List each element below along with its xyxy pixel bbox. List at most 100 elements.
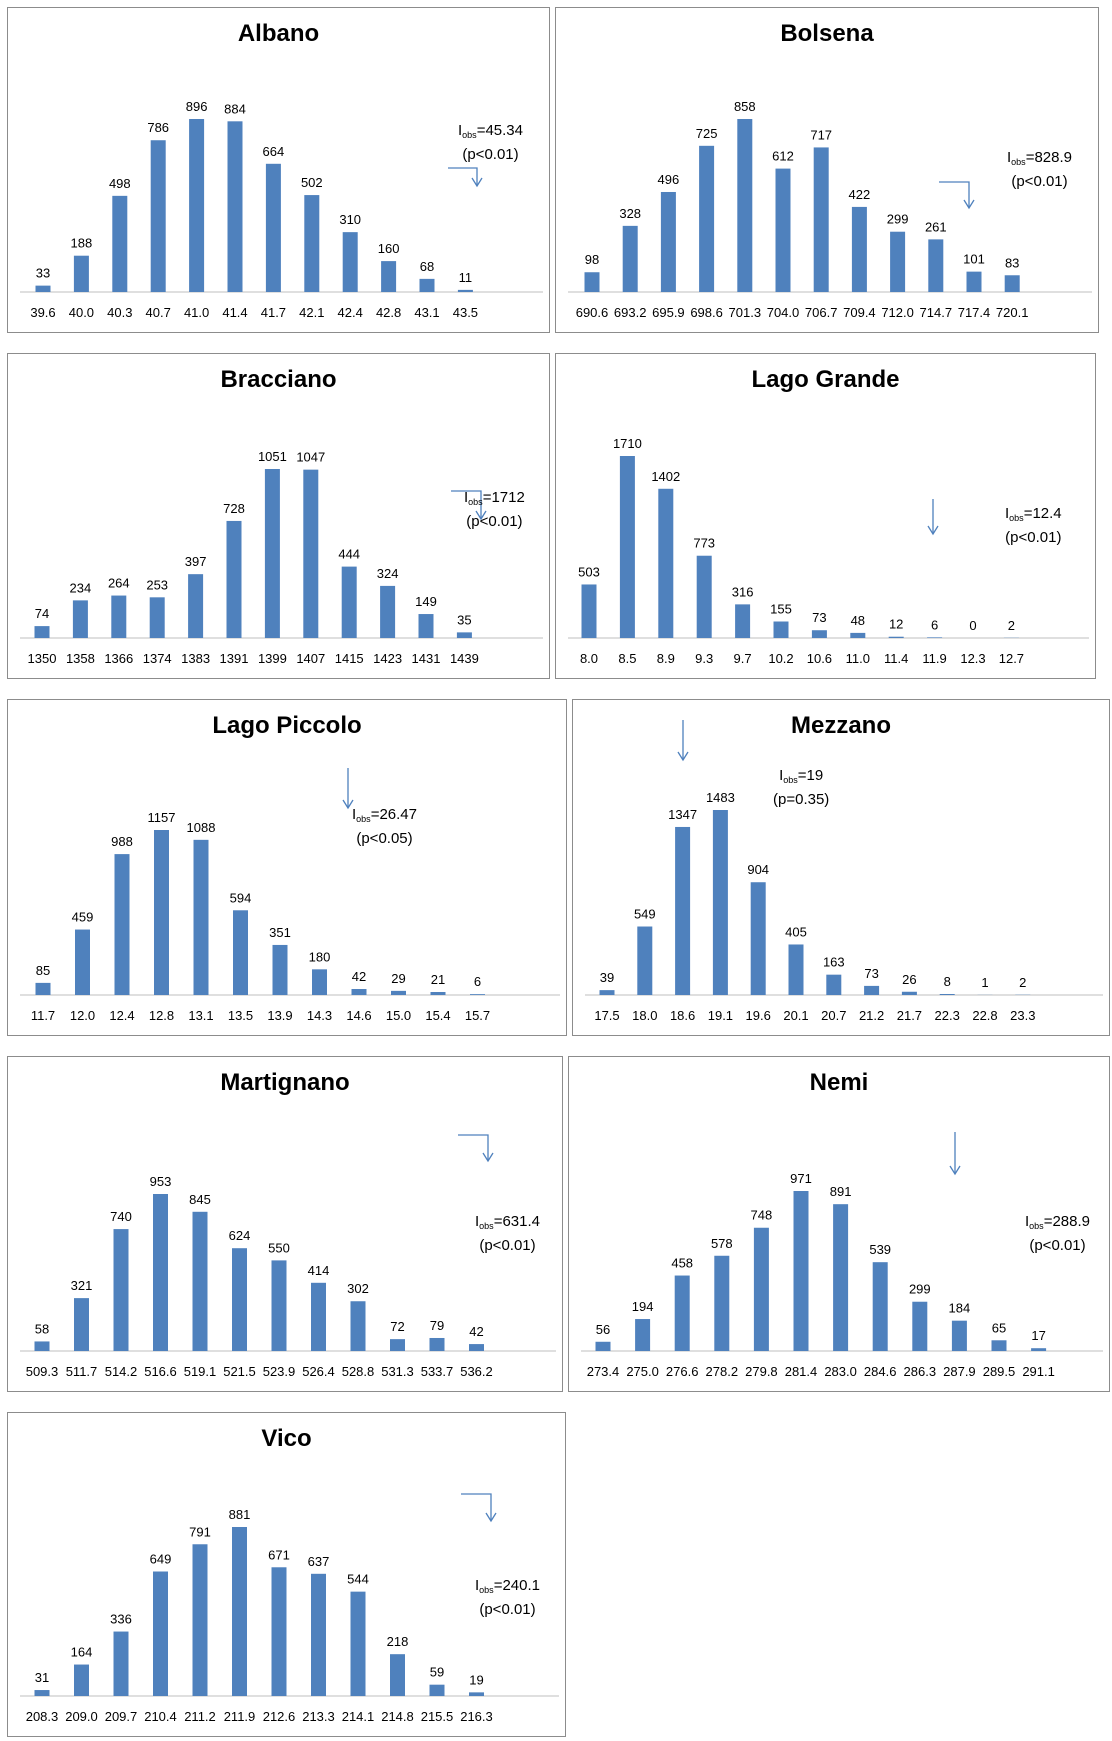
bar [951,1320,967,1351]
data-label: 83 [1005,255,1019,270]
data-label: 1047 [296,450,325,465]
p-value: (p<0.05) [356,830,413,847]
tick-label: 533.7 [421,1364,454,1379]
data-label: 858 [734,99,756,114]
arrow-line [451,490,482,519]
tick-label: 12.0 [70,1008,95,1023]
iobs-label: I [779,767,784,784]
bar [350,1301,366,1351]
arrow-head [342,799,354,810]
tick-label: 1383 [181,651,210,666]
bar [430,992,446,995]
arrow-head [927,525,939,536]
tick-label: 19.6 [746,1008,771,1023]
chart-svg: 85 11.7 459 12.0 988 12.4 1157 12.8 1088 13.1 594 1… [20,768,560,1023]
bar [735,604,751,638]
p-value: (p<0.01) [1011,173,1068,190]
data-label: 1483 [706,790,735,805]
bar [939,994,955,995]
data-label: 1157 [148,810,176,825]
data-label: 163 [823,955,845,970]
data-label: 42 [469,1324,483,1339]
tick-label: 1431 [412,651,441,666]
data-label: 149 [415,594,437,609]
tick-label: 23.3 [1010,1008,1035,1023]
arrow-head [485,1512,497,1523]
tick-label: 531.3 [381,1364,414,1379]
tick-label: 43.1 [414,305,439,320]
iobs-sub: obs [468,497,483,507]
bar [111,595,127,638]
tick-label: 1423 [373,651,402,666]
data-label: 72 [390,1319,404,1334]
bar [912,1301,928,1351]
p-value: (p<0.01) [479,1601,536,1618]
data-label: 321 [71,1278,93,1293]
data-label: 21 [431,972,445,987]
data-label: 459 [72,910,94,925]
bar [429,1684,445,1696]
tick-label: 1374 [143,651,172,666]
data-label: 328 [619,206,641,221]
data-label: 717 [810,127,832,142]
bar [418,614,434,638]
data-label: 264 [108,576,130,591]
bar [470,994,485,995]
data-label: 164 [71,1645,93,1660]
tick-label: 11.9 [922,651,946,666]
tick-label: 523.9 [263,1364,296,1379]
data-label: 261 [925,219,947,234]
arrow-head [475,510,487,521]
data-label: 101 [963,252,985,267]
bar [304,195,320,292]
bar [1031,1348,1047,1351]
data-label: 6 [931,617,938,632]
bar [788,944,804,995]
tick-label: 18.0 [632,1008,657,1023]
bar [381,261,397,292]
tick-label: 526.4 [302,1364,335,1379]
tick-label: 289.5 [983,1364,1016,1379]
bar [773,621,789,638]
bar [391,990,406,995]
data-label: 539 [869,1242,891,1257]
tick-label: 18.6 [670,1008,695,1023]
data-label: 218 [387,1634,409,1649]
tick-label: 10.6 [807,651,832,666]
tick-label: 1415 [335,651,364,666]
iobs-value: =45.34 [476,122,523,139]
bar [74,1664,89,1696]
bar [232,1248,247,1351]
tick-label: 9.3 [695,651,713,666]
iobs-sub: obs [479,1221,494,1231]
data-label: 549 [634,907,656,922]
bar [775,168,791,292]
tick-label: 21.2 [859,1008,884,1023]
data-label: 11 [459,270,473,285]
data-label: 2 [1008,618,1015,633]
iobs-annotation: Iobs=12.4 (p<0.01) [1005,504,1062,548]
bar [901,991,917,995]
bar [390,1654,405,1696]
data-label: 791 [189,1524,211,1539]
tick-label: 42.4 [338,305,363,320]
data-label: 498 [109,176,131,191]
iobs-annotation: Iobs=19 (p=0.35) [773,766,829,810]
data-label: 988 [111,834,133,849]
iobs-sub: obs [356,814,371,824]
bar [232,1527,247,1696]
iobs-annotation: Iobs=240.1 (p<0.01) [475,1576,540,1620]
iobs-annotation: Iobs=26.47 (p<0.05) [352,805,417,849]
bar [150,140,166,292]
iobs-annotation: Iobs=288.9 (p<0.01) [1025,1212,1090,1256]
tick-label: 211.9 [224,1709,256,1724]
tick-label: 11.4 [884,651,908,666]
tick-label: 209.0 [65,1709,98,1724]
data-label: 302 [347,1281,369,1296]
iobs-value: =828.9 [1025,149,1072,166]
tick-label: 8.0 [580,651,598,666]
bar [265,163,281,292]
tick-label: 717.4 [958,305,991,320]
data-label: 1051 [258,449,287,464]
bar [149,597,165,638]
